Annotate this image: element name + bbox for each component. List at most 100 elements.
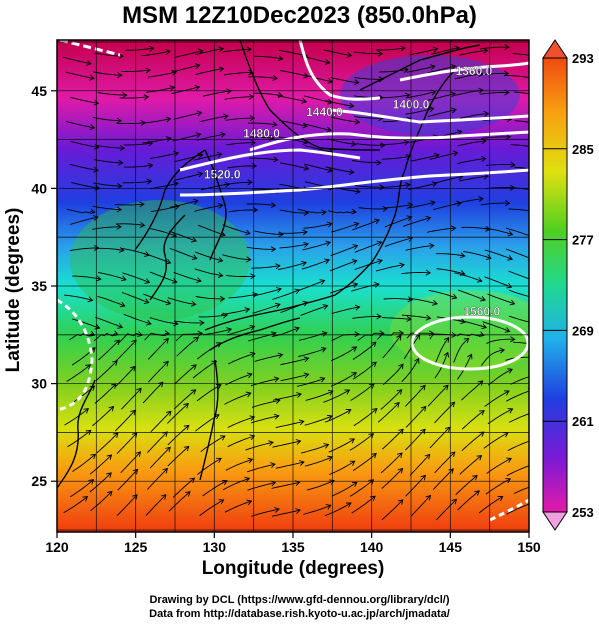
contour-label: 1480.0 <box>243 127 280 141</box>
streamline <box>329 260 357 272</box>
contour-label: 1440.0 <box>306 105 343 119</box>
streamline-arrowhead <box>197 48 204 55</box>
streamline <box>484 390 510 407</box>
streamline-arrowhead <box>301 260 307 267</box>
wind-streamlines <box>62 44 543 521</box>
streamline-arrowhead <box>89 385 96 392</box>
streamline-arrowhead <box>248 69 254 76</box>
streamline <box>302 241 331 251</box>
streamline <box>483 432 509 449</box>
streamline-arrowhead <box>507 368 513 374</box>
streamline <box>253 92 283 97</box>
streamline <box>382 335 402 359</box>
streamline <box>401 314 431 319</box>
streamline <box>225 117 255 121</box>
streamline <box>197 457 222 475</box>
streamline-arrowhead <box>368 479 375 485</box>
streamline <box>358 207 388 210</box>
streamline-arrowhead <box>506 457 512 463</box>
streamline-arrowhead <box>348 102 355 109</box>
streamline <box>512 53 529 56</box>
streamline <box>72 318 100 329</box>
streamline <box>194 268 223 277</box>
streamline <box>147 71 177 78</box>
streamline-arrowhead <box>190 389 197 395</box>
streamline <box>409 454 431 476</box>
streamline <box>247 482 276 491</box>
streamline-arrowhead <box>116 206 123 213</box>
streamline-arrowhead <box>538 93 543 98</box>
streamline-arrowhead <box>505 478 512 484</box>
streamline-arrowhead <box>211 360 218 366</box>
streamline <box>123 313 152 325</box>
streamline-arrowhead <box>216 457 222 463</box>
streamline-arrowhead <box>538 168 543 173</box>
streamline <box>382 317 412 320</box>
streamline <box>145 86 175 93</box>
streamline <box>173 389 196 410</box>
streamline-arrowhead <box>139 201 145 208</box>
streamline <box>175 332 203 342</box>
streamline <box>401 272 431 275</box>
streamline-arrowhead <box>165 299 172 306</box>
streamline <box>70 479 94 498</box>
streamline-arrowhead <box>146 319 152 326</box>
streamline <box>454 73 483 80</box>
streamline <box>405 475 426 497</box>
streamline <box>97 295 125 307</box>
streamline <box>115 339 137 362</box>
streamline-arrowhead <box>171 232 178 238</box>
streamline-arrowhead <box>246 256 252 263</box>
streamline-arrowhead <box>325 240 332 247</box>
streamline-arrowhead <box>479 410 485 416</box>
streamline <box>122 180 152 184</box>
streamline <box>296 377 325 387</box>
streamline <box>198 314 228 318</box>
streamline-arrowhead <box>106 490 113 497</box>
streamline-arrowhead <box>533 373 538 378</box>
streamline-arrowhead <box>420 405 427 412</box>
streamline-arrowhead <box>249 324 256 331</box>
streamline <box>405 245 434 251</box>
streamline <box>98 339 120 361</box>
streamline <box>171 86 200 95</box>
streamline-arrowhead <box>272 156 279 163</box>
streamline <box>95 316 123 328</box>
streamline-arrowhead <box>132 468 139 475</box>
streamline <box>381 468 403 489</box>
streamline-arrowhead <box>165 136 172 143</box>
streamline-arrowhead <box>510 336 516 343</box>
streamline-arrowhead <box>250 273 256 280</box>
streamline-arrowhead <box>403 139 410 146</box>
streamline <box>303 223 332 229</box>
streamline-arrowhead <box>428 106 435 113</box>
colorbar-tick-label: 253 <box>572 505 594 520</box>
streamline <box>409 48 438 56</box>
streamline <box>459 455 482 475</box>
streamline-arrowhead <box>472 474 478 481</box>
streamline-arrowhead <box>268 440 274 447</box>
streamline <box>69 247 99 252</box>
streamline <box>175 320 204 324</box>
streamline-arrowhead <box>351 208 357 215</box>
streamline <box>402 217 431 227</box>
streamline <box>325 100 354 107</box>
streamline-arrowhead <box>531 410 536 415</box>
streamline-arrowhead <box>320 346 327 353</box>
streamline <box>331 482 358 497</box>
streamline <box>324 502 352 517</box>
streamline-arrowhead <box>270 331 277 337</box>
streamline <box>480 46 509 50</box>
streamline <box>381 155 411 160</box>
streamline <box>457 289 486 301</box>
contour-label: 1560.0 <box>463 304 500 318</box>
streamline <box>66 208 95 214</box>
streamline-arrowhead <box>246 46 252 53</box>
streamline <box>226 274 255 277</box>
streamline <box>202 328 232 336</box>
streamline <box>143 293 171 305</box>
streamline <box>122 272 150 283</box>
streamline <box>222 254 251 261</box>
streamline <box>353 51 383 55</box>
streamline <box>508 315 529 323</box>
